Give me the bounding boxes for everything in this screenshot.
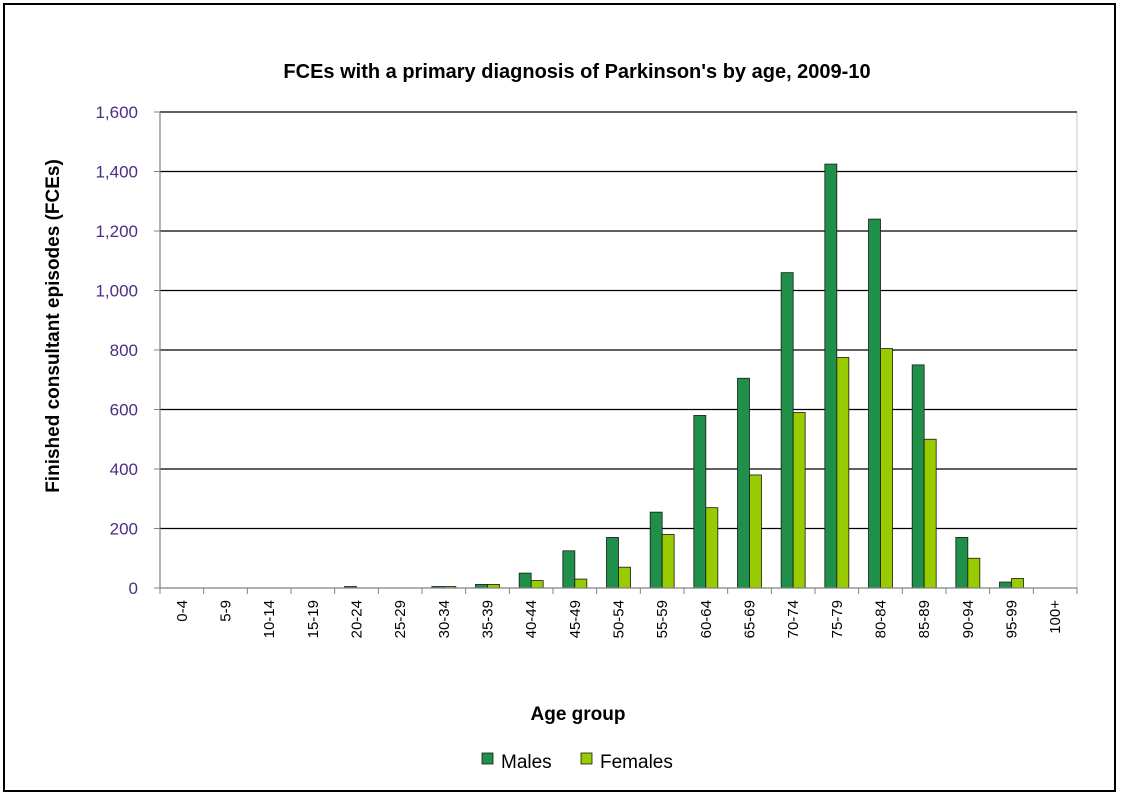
x-tick-label: 60-64 [698,600,715,638]
y-tick-label: 200 [110,520,138,539]
chart-frame [3,3,1116,792]
bars [344,163,1024,589]
bar-females-65-69 [749,474,762,589]
bar-females-60-64 [705,507,719,589]
bar-males-75-79 [824,163,838,589]
bar-females-80-84 [880,348,893,589]
gridlines [159,111,1078,589]
x-tick-label: 10-14 [261,600,278,638]
x-tick-label: 20-24 [349,600,366,638]
bar-females-45-49 [574,578,588,589]
y-tick-label: 600 [110,401,138,420]
x-tick-label: 30-34 [436,600,453,638]
axes: 0 200 400 600 800 1,000 1,200 1,400 1,600 0-4 5-9 1… [95,103,1078,638]
y-tick-label: 800 [110,341,138,360]
chart-title: FCEs with a primary diagnosis of Parkins… [283,61,870,83]
bar-males-70-74 [780,272,794,589]
legend-label-females: Females [600,752,673,773]
bar-females-85-89 [923,438,937,589]
y-tick-label: 400 [110,460,138,479]
x-tick-label: 0-4 [174,600,191,622]
y-tick-label: 1,600 [95,103,138,122]
x-tick-label: 90-94 [960,600,977,638]
x-axis-label: Age group [531,704,626,725]
x-tick-label: 70-74 [785,600,802,638]
bar-males-65-69 [737,377,750,589]
x-tick-label: 85-89 [916,600,933,638]
x-tick-label: 45-49 [567,600,584,638]
bar-males-95-99 [999,581,1012,589]
x-tick-label: 65-69 [742,600,759,638]
x-tick-label: 55-59 [654,600,671,638]
bar-females-90-94 [967,557,981,589]
bar-males-55-59 [649,511,663,589]
bar-females-95-99 [1011,578,1024,589]
y-tick-label: 1,400 [95,163,138,182]
x-tick-label: 40-44 [523,600,540,638]
legend-label-males: Males [501,752,552,773]
y-axis-label: Finished consultant episodes (FCEs) [43,159,64,493]
x-tick-label: 50-54 [611,600,628,638]
x-tick-label: 95-99 [1004,600,1021,638]
bar-males-50-54 [606,537,619,589]
y-tick-label: 1,200 [95,222,138,241]
legend-swatch-males [481,752,494,765]
bar-females-50-54 [618,566,631,589]
bar-females-75-79 [836,357,850,589]
bar-males-60-64 [693,415,707,589]
x-tick-label: 75-79 [829,600,846,638]
bar-females-70-74 [792,412,806,589]
bar-females-55-59 [661,534,675,589]
x-tick-label: 15-19 [305,600,322,638]
bar-males-85-89 [911,364,925,589]
x-tick-label: 25-29 [392,600,409,638]
bar-males-45-49 [562,550,576,589]
bar-males-80-84 [868,218,881,589]
bar-males-90-94 [955,537,969,589]
bar-females-40-44 [530,580,544,589]
bar-males-40-44 [518,572,532,589]
legend: Males Females [481,752,673,773]
x-tick-label: 5-9 [218,600,235,622]
y-tick-label: 1,000 [95,282,138,301]
x-tick-label: 100+ [1047,600,1064,634]
legend-swatch-females [580,752,593,765]
x-tick-label: 35-39 [480,600,497,638]
y-tick-label: 0 [129,579,138,598]
x-tick-label: 80-84 [873,600,890,638]
